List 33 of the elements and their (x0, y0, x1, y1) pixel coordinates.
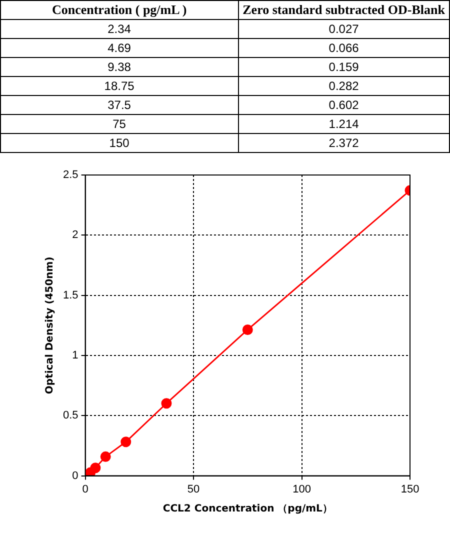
category-label: 18.75 (0, 76, 238, 96)
point (90, 462, 101, 474)
data-label: 1.214 (238, 114, 450, 134)
data-label: 0.602 (238, 96, 450, 114)
point (120, 436, 132, 448)
data-label: 2.372 (238, 134, 450, 152)
category-label: 4.69 (0, 38, 238, 58)
x-tick-label: 0 (82, 483, 88, 496)
y-tick-label: 2 (72, 229, 78, 242)
y-tick-label: 0 (72, 470, 78, 482)
data-label: 0.027 (238, 20, 450, 38)
x-tick-label: 150 (400, 483, 420, 496)
category-label: 9.38 (0, 58, 238, 76)
point (242, 324, 253, 335)
category-label: 75 (0, 114, 238, 134)
y-tick-label: 1 (72, 350, 78, 362)
text: Zero standard subtracted OD-Blank (238, 0, 450, 20)
x-tick-label: 100 (292, 483, 311, 496)
y-tick-label: 2.5 (62, 169, 78, 182)
category-label: 2.34 (0, 20, 238, 38)
data-label: 0.066 (238, 38, 450, 58)
category-label: 37.5 (0, 96, 238, 114)
x-tick-label: 50 (187, 483, 200, 496)
data-label: 0.159 (238, 58, 450, 76)
category-label: 150 (0, 134, 238, 152)
point (161, 398, 172, 409)
point (100, 451, 111, 462)
text: Concentration ( pg/mL ) (0, 0, 238, 20)
y-axis-title: Optical Density (450nm) (44, 256, 56, 394)
x-axis-title: CCL2 Concentration （pg/mL） (162, 504, 332, 515)
data-label: 0.282 (238, 76, 450, 96)
y-tick-label: 0.5 (62, 410, 78, 422)
y-tick-label: 1.5 (62, 289, 78, 302)
